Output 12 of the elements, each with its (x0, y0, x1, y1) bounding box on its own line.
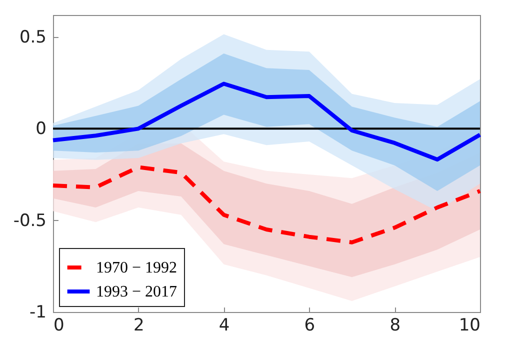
y-tick-label: -1 (30, 302, 46, 322)
legend-label: 1970 − 1992 (96, 260, 178, 276)
x-tick-label: 4 (218, 316, 230, 336)
x-tick-label: 8 (390, 316, 401, 336)
x-tick-label: 10 (458, 316, 480, 336)
y-tick-label: -0.5 (13, 210, 46, 231)
y-tick-label: 0 (36, 119, 46, 140)
x-tick-label: 6 (304, 316, 316, 336)
y-tick-label: 0.5 (19, 28, 46, 48)
legend-label: 1993 − 2017 (96, 284, 178, 300)
x-tick-label: 2 (133, 316, 144, 336)
x-tick-label: 0 (54, 316, 64, 336)
